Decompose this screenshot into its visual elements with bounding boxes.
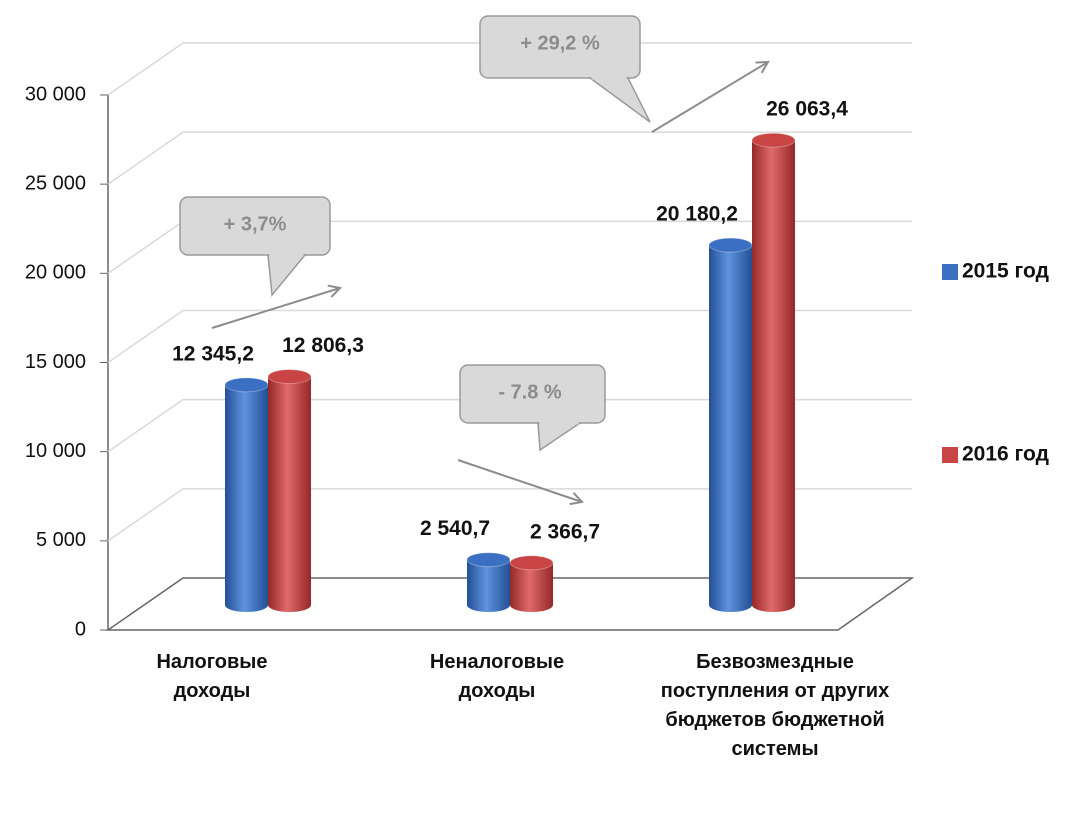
callout-tail bbox=[587, 77, 651, 123]
callout-box bbox=[179, 196, 331, 256]
grid-line bbox=[107, 398, 912, 453]
legend-label: 2016 год bbox=[962, 443, 1049, 466]
legend-swatch bbox=[942, 264, 958, 280]
callout-box bbox=[479, 15, 641, 79]
grid-line bbox=[107, 309, 912, 364]
data-label: 2 366,7 bbox=[530, 520, 600, 543]
bar bbox=[510, 562, 553, 605]
callout-box bbox=[459, 364, 606, 424]
y-tick-label: 20 000 bbox=[25, 262, 86, 284]
bar bbox=[225, 384, 268, 605]
legend-swatch bbox=[942, 447, 958, 463]
y-tick-label: 30 000 bbox=[25, 83, 86, 105]
annotation-arrow bbox=[457, 459, 582, 502]
data-label: 20 180,2 bbox=[656, 203, 738, 226]
bar bbox=[709, 245, 752, 606]
y-tick-label: 25 000 bbox=[25, 172, 86, 194]
floor bbox=[105, 577, 915, 631]
annotation-arrow bbox=[211, 288, 340, 329]
bar bbox=[752, 140, 795, 605]
y-tick-label: 0 bbox=[75, 618, 86, 640]
bar bbox=[268, 376, 311, 605]
grid-line bbox=[107, 488, 912, 542]
bar-top bbox=[224, 377, 269, 393]
y-tick-label: 15 000 bbox=[25, 351, 86, 373]
annotation-arrow bbox=[651, 62, 768, 133]
bar-top bbox=[509, 555, 554, 571]
data-label: 26 063,4 bbox=[766, 98, 848, 121]
callout-tail bbox=[537, 422, 583, 452]
bar-top bbox=[751, 132, 796, 148]
data-label: 2 540,7 bbox=[420, 517, 490, 540]
legend-label: 2015 год bbox=[962, 260, 1049, 283]
bar-top bbox=[267, 369, 312, 385]
annotation: + 3,7% bbox=[224, 213, 287, 235]
bar-top bbox=[708, 237, 753, 253]
annotation: + 29,2 % bbox=[520, 32, 600, 54]
bar bbox=[467, 559, 510, 605]
bar-top bbox=[466, 552, 511, 568]
y-tick-label: 5 000 bbox=[36, 529, 86, 551]
x-tick-label: Налоговые доходы bbox=[156, 651, 268, 702]
grid-line bbox=[107, 131, 912, 185]
x-tick-label: Безвозмездные поступления от других бюдж… bbox=[660, 651, 890, 760]
data-label: 12 345,2 bbox=[172, 342, 254, 365]
annotation: - 7.8 % bbox=[498, 381, 562, 403]
x-tick-label: Неналоговые доходы bbox=[429, 651, 565, 702]
data-label: 12 806,3 bbox=[282, 334, 364, 357]
y-tick-label: 10 000 bbox=[25, 440, 86, 462]
callout-tail bbox=[267, 254, 307, 297]
grid-line bbox=[107, 42, 912, 96]
